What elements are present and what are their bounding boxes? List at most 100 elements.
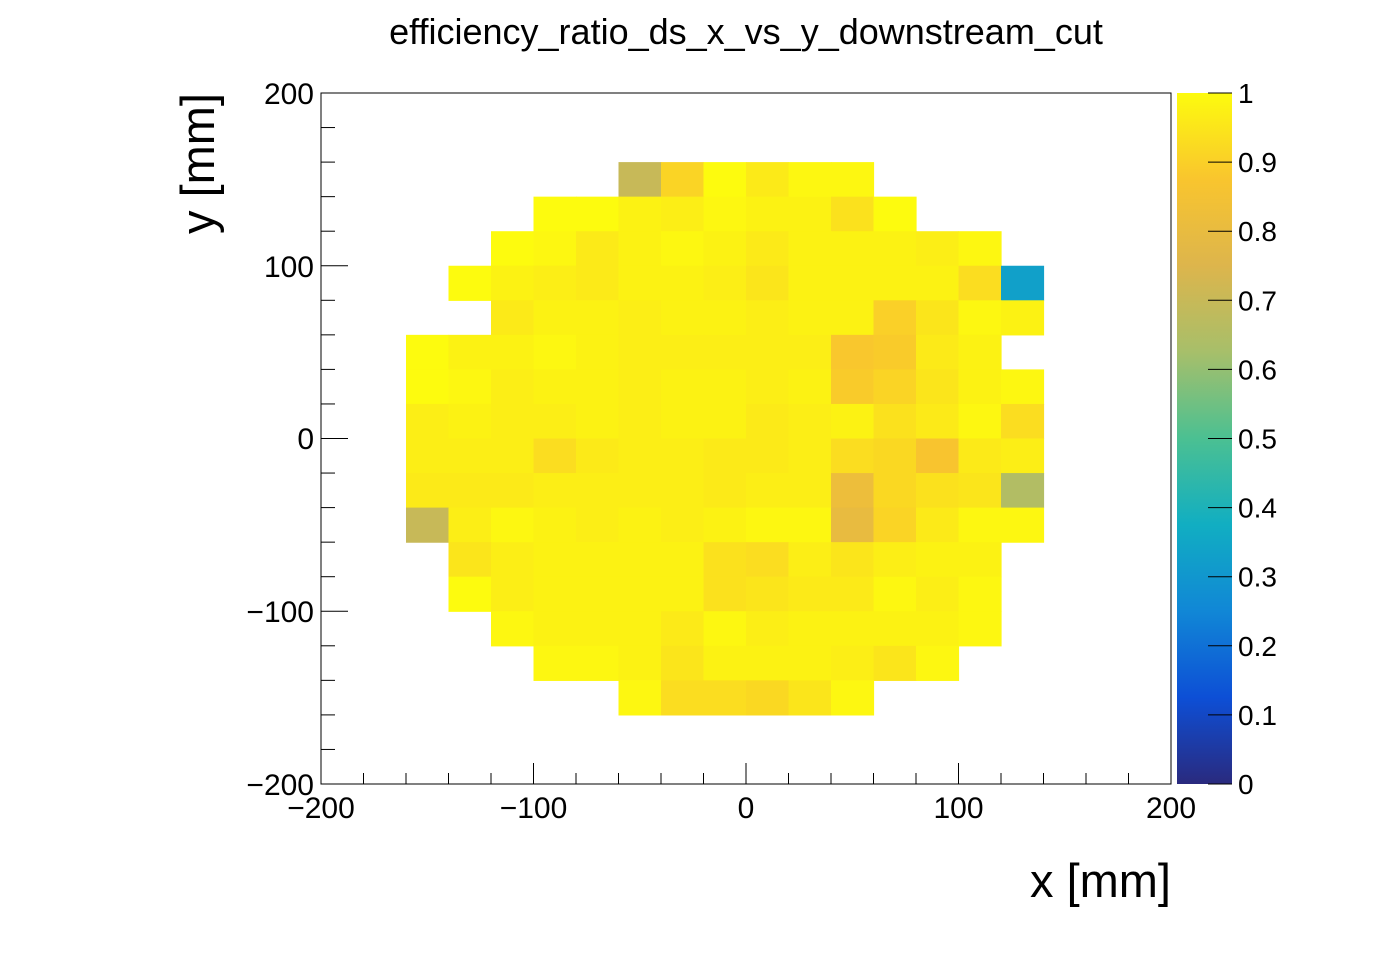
heatmap-cell xyxy=(703,680,747,716)
heatmap-cell xyxy=(788,611,832,647)
heatmap-cell xyxy=(788,473,832,509)
heatmap-cell xyxy=(788,334,832,370)
heatmap-cell xyxy=(916,507,960,543)
heatmap-cell xyxy=(746,334,790,370)
heatmap-cell xyxy=(958,438,1002,474)
heatmap-cell xyxy=(448,542,492,578)
heatmap-cell xyxy=(703,645,747,681)
heatmap-cell xyxy=(533,507,577,543)
heatmap-cell xyxy=(788,403,832,440)
colorbar-tick-label: 0.1 xyxy=(1238,700,1277,731)
heatmap-cell xyxy=(746,542,790,578)
heatmap-cells xyxy=(406,162,1045,716)
heatmap-cell xyxy=(703,162,747,198)
heatmap-cell xyxy=(916,369,960,405)
heatmap-cell xyxy=(448,334,492,370)
heatmap-cell xyxy=(788,162,832,198)
heatmap-cell xyxy=(618,542,662,578)
heatmap-cell xyxy=(576,196,620,232)
heatmap-cell xyxy=(406,473,450,509)
heatmap-cell xyxy=(491,231,535,267)
heatmap-cell xyxy=(916,403,960,440)
y-tick-label: 0 xyxy=(297,423,314,456)
heatmap-cell xyxy=(873,369,917,405)
heatmap-cell xyxy=(958,265,1002,301)
heatmap-cell xyxy=(873,231,917,267)
heatmap-cell xyxy=(916,231,960,267)
colorbar-tick-label: 0.3 xyxy=(1238,562,1277,593)
chart-title: efficiency_ratio_ds_x_vs_y_downstream_cu… xyxy=(389,11,1103,52)
heatmap-cell xyxy=(916,473,960,509)
heatmap-cell xyxy=(618,507,662,543)
heatmap-cell xyxy=(576,645,620,681)
heatmap-cell xyxy=(618,680,662,716)
heatmap-cell xyxy=(831,473,875,509)
heatmap-cell xyxy=(703,542,747,578)
heatmap-cell xyxy=(661,576,705,612)
heatmap-cell xyxy=(831,507,875,543)
colorbar-tick-label: 0.9 xyxy=(1238,147,1277,178)
heatmap-cell xyxy=(576,403,620,440)
heatmap-cell xyxy=(916,265,960,301)
heatmap-cell xyxy=(533,645,577,681)
heatmap-cell xyxy=(661,196,705,232)
heatmap-cell xyxy=(873,265,917,301)
heatmap-cell xyxy=(873,576,917,612)
heatmap-cell xyxy=(788,196,832,232)
heatmap-cell xyxy=(831,231,875,267)
x-axis-label: x [mm] xyxy=(1030,854,1171,907)
heatmap-cell xyxy=(958,403,1002,440)
heatmap-cell xyxy=(788,300,832,336)
heatmap-cell xyxy=(448,265,492,301)
heatmap-cell xyxy=(746,162,790,198)
x-tick-label: 200 xyxy=(1146,792,1196,825)
heatmap-cell xyxy=(491,265,535,301)
heatmap-cell xyxy=(873,300,917,336)
heatmap-cell xyxy=(661,334,705,370)
heatmap-cell xyxy=(491,576,535,612)
y-axis-label: y [mm] xyxy=(171,93,224,234)
heatmap-cell xyxy=(703,334,747,370)
heatmap-cell xyxy=(831,542,875,578)
heatmap-cell xyxy=(576,611,620,647)
heatmap-cell xyxy=(618,403,662,440)
heatmap-cell xyxy=(576,542,620,578)
heatmap-cell xyxy=(831,162,875,198)
heatmap-cell xyxy=(746,369,790,405)
heatmap-cell xyxy=(618,611,662,647)
heatmap-cell xyxy=(576,334,620,370)
heatmap-cell xyxy=(746,438,790,474)
heatmap-cell xyxy=(491,507,535,543)
heatmap-cell xyxy=(746,403,790,440)
heatmap-cell xyxy=(831,265,875,301)
colorbar-labels: 0 0.1 0.2 0.3 0.4 0.5 0.6 0.7 0.8 0.9 1 xyxy=(1238,78,1277,800)
heatmap-cell xyxy=(491,334,535,370)
heatmap-cell xyxy=(831,645,875,681)
heatmap-cell xyxy=(618,265,662,301)
heatmap-cell xyxy=(618,645,662,681)
heatmap-cell xyxy=(491,438,535,474)
heatmap-cell xyxy=(831,680,875,716)
heatmap-cell xyxy=(746,265,790,301)
heatmap-cell xyxy=(491,542,535,578)
heatmap-cell xyxy=(831,403,875,440)
heatmap-cell xyxy=(746,300,790,336)
heatmap-cell xyxy=(618,473,662,509)
heatmap-cell xyxy=(661,611,705,647)
heatmap-cell xyxy=(873,473,917,509)
heatmap-cell xyxy=(958,231,1002,267)
heatmap-cell xyxy=(661,369,705,405)
colorbar-tick-label: 0.2 xyxy=(1238,631,1277,662)
heatmap-cell xyxy=(746,196,790,232)
heatmap-cell xyxy=(448,403,492,440)
heatmap-cell xyxy=(661,265,705,301)
heatmap-cell xyxy=(533,403,577,440)
heatmap-cell xyxy=(618,438,662,474)
heatmap-cell xyxy=(831,576,875,612)
heatmap-cell xyxy=(916,576,960,612)
heatmap-cell xyxy=(746,645,790,681)
heatmap-cell xyxy=(916,645,960,681)
heatmap-cell xyxy=(703,438,747,474)
heatmap-cell xyxy=(788,231,832,267)
